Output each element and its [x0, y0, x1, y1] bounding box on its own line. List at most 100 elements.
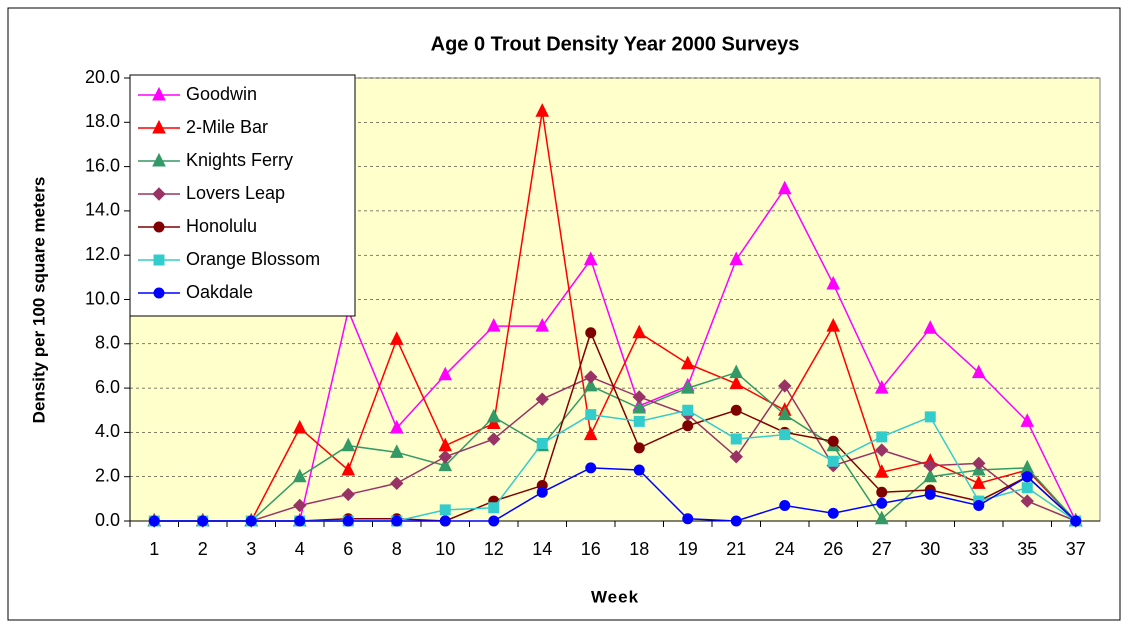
x-tick-label: 3 — [246, 539, 256, 559]
data-point — [632, 324, 647, 339]
x-tick-label: 30 — [920, 539, 940, 559]
data-point — [730, 515, 742, 527]
legend-marker — [152, 119, 166, 134]
data-point — [292, 419, 307, 434]
data-point — [682, 420, 694, 432]
series-line — [154, 371, 1077, 522]
y-axis-title: Density per 100 square meters — [29, 177, 48, 424]
x-tick-label: 8 — [392, 539, 402, 559]
data-point — [1020, 494, 1034, 508]
data-point — [341, 437, 356, 452]
data-point — [779, 429, 791, 441]
legend-label: Orange Blossom — [186, 249, 320, 269]
data-point — [633, 464, 645, 476]
x-tick-label: 4 — [295, 539, 305, 559]
data-point — [729, 251, 744, 266]
data-point — [535, 103, 550, 117]
chart-title: Age 0 Trout Density Year 2000 Surveys — [431, 33, 800, 55]
data-point — [293, 498, 307, 513]
data-point — [583, 426, 598, 441]
data-point — [583, 251, 598, 266]
data-point — [390, 476, 404, 491]
series-line — [154, 376, 1077, 522]
data-point — [148, 515, 160, 527]
data-point — [438, 366, 453, 381]
data-point — [585, 327, 597, 339]
data-point — [971, 364, 986, 379]
legend-marker — [152, 86, 166, 101]
x-tick-label: 16 — [581, 539, 601, 559]
y-tick-label: 16.0 — [85, 155, 120, 175]
data-point — [292, 468, 307, 483]
data-point — [875, 443, 889, 457]
legend-label: Honolulu — [186, 216, 257, 236]
data-point — [1070, 515, 1082, 527]
data-point — [389, 331, 404, 345]
data-point — [341, 487, 355, 502]
data-point — [826, 275, 841, 290]
y-tick-label: 18.0 — [85, 111, 120, 131]
data-point — [294, 515, 306, 527]
data-point — [730, 433, 742, 445]
data-point — [924, 488, 936, 500]
data-point — [876, 486, 888, 498]
x-tick-label: 12 — [484, 539, 504, 559]
data-point — [924, 411, 936, 423]
y-tick-label: 10.0 — [85, 288, 120, 308]
data-point — [876, 497, 888, 509]
data-point — [827, 455, 839, 467]
data-point — [874, 510, 889, 525]
data-point — [439, 504, 451, 516]
data-point — [680, 379, 695, 394]
x-tick-label: 27 — [872, 539, 892, 559]
x-tick-label: 10 — [435, 539, 455, 559]
data-point — [391, 515, 403, 527]
x-tick-label: 1 — [149, 539, 159, 559]
y-tick-label: 20.0 — [85, 67, 120, 87]
data-point — [341, 461, 356, 476]
data-point — [439, 515, 451, 527]
x-tick-label: 33 — [969, 539, 989, 559]
data-point — [778, 379, 792, 393]
legend-marker — [153, 221, 165, 233]
data-point — [535, 317, 550, 332]
data-point — [438, 450, 452, 464]
y-tick-label: 12.0 — [85, 244, 120, 264]
x-tick-label: 14 — [532, 539, 552, 559]
x-axis-title: Week — [591, 587, 639, 606]
data-point — [536, 437, 548, 449]
data-point — [777, 406, 792, 421]
data-point — [389, 444, 404, 458]
series-line — [154, 467, 1077, 522]
legend-box — [129, 74, 356, 317]
data-point — [245, 515, 257, 527]
data-point — [874, 379, 889, 394]
data-point — [486, 415, 501, 430]
legend-label: Lovers Leap — [186, 183, 285, 203]
data-point — [389, 419, 404, 434]
x-tick-label: 35 — [1017, 539, 1037, 559]
data-point — [1020, 413, 1035, 427]
data-point — [585, 409, 597, 421]
data-point — [583, 377, 598, 392]
y-tick-label: 4.0 — [95, 421, 120, 441]
x-tick-label: 37 — [1066, 539, 1086, 559]
data-point — [826, 317, 841, 332]
x-tick-label: 2 — [198, 539, 208, 559]
data-point — [923, 468, 938, 483]
legend-label: Oakdale — [186, 282, 253, 302]
legend-label: Knights Ferry — [186, 150, 293, 170]
data-point — [488, 502, 500, 514]
x-tick-label: 21 — [726, 539, 746, 559]
legend-label: Goodwin — [186, 84, 257, 104]
y-tick-label: 0.0 — [95, 510, 120, 530]
data-point — [535, 392, 549, 406]
data-point — [777, 180, 792, 195]
data-point — [729, 375, 744, 390]
data-point — [827, 435, 839, 447]
data-point — [827, 507, 839, 519]
data-point — [584, 370, 598, 384]
y-tick-label: 6.0 — [95, 377, 120, 397]
